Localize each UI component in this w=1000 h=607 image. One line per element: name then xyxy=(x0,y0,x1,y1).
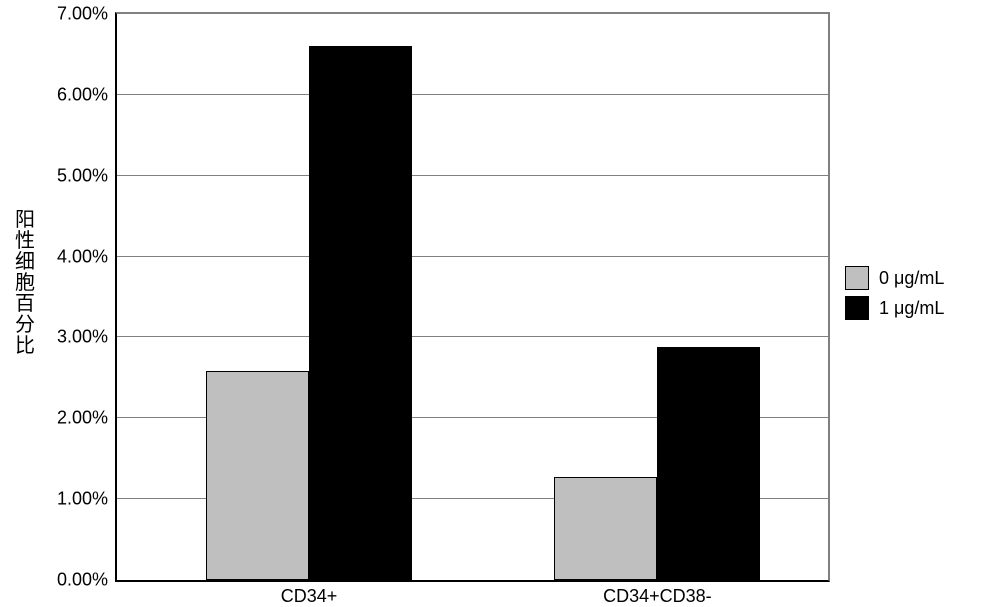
plot-area xyxy=(115,12,830,582)
legend-swatch-icon xyxy=(845,296,869,320)
bar xyxy=(309,46,412,580)
bar xyxy=(657,347,760,580)
legend-swatch-icon xyxy=(845,266,869,290)
y-tick-label: 0.00% xyxy=(28,570,108,591)
legend: 0 μg/mL 1 μg/mL xyxy=(845,260,944,326)
legend-item-0: 0 μg/mL xyxy=(845,266,944,290)
y-tick-label: 6.00% xyxy=(28,84,108,105)
bars-container xyxy=(117,14,828,580)
y-tick-label: 1.00% xyxy=(28,489,108,510)
y-tick-label: 7.00% xyxy=(28,4,108,25)
chart-figure: 阳性细胞百分比 0.00%1.00%2.00%3.00%4.00%5.00%6.… xyxy=(0,0,1000,604)
y-tick-label: 3.00% xyxy=(28,327,108,348)
y-tick-label: 2.00% xyxy=(28,408,108,429)
y-tick-label: 5.00% xyxy=(28,165,108,186)
legend-label: 1 μg/mL xyxy=(879,298,944,319)
legend-item-1: 1 μg/mL xyxy=(845,296,944,320)
y-tick-label: 4.00% xyxy=(28,246,108,267)
bar xyxy=(554,477,657,580)
bar xyxy=(206,371,309,580)
legend-label: 0 μg/mL xyxy=(879,268,944,289)
